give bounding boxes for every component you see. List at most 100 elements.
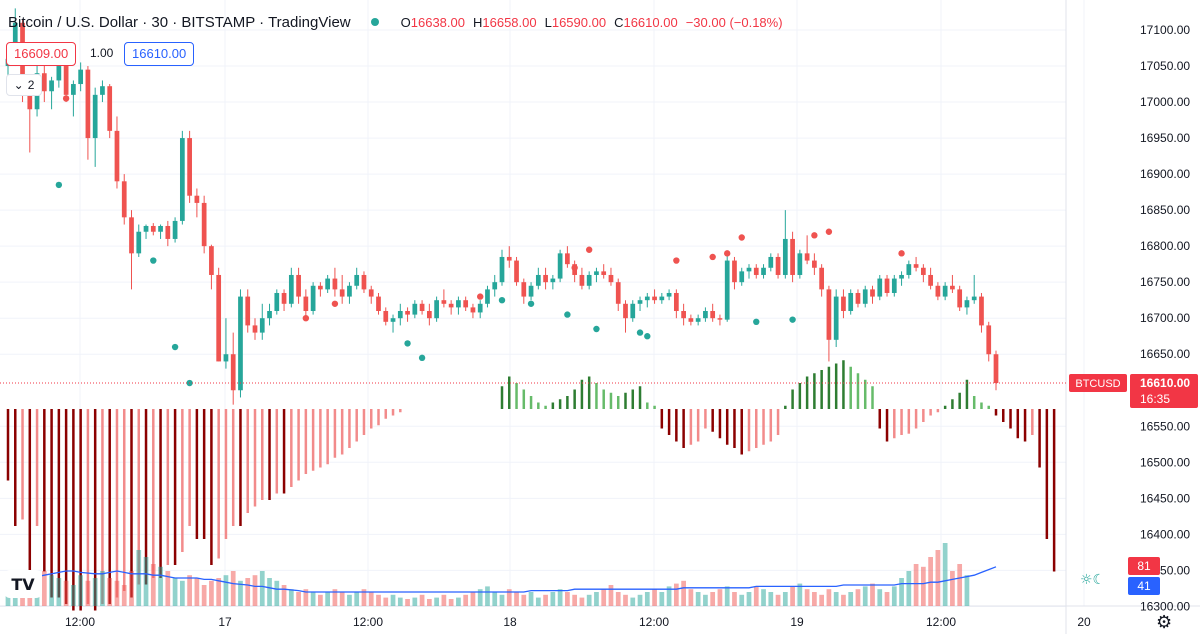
oscillator-bar <box>28 409 32 578</box>
oscillator-bar <box>646 402 649 409</box>
volume-bar <box>812 592 817 606</box>
volume-bar <box>63 580 69 606</box>
price-tick-label: 17000.00 <box>1140 95 1190 109</box>
signal-dot-up <box>564 311 571 318</box>
oscillator-bar <box>275 409 279 494</box>
oscillator-bar <box>544 405 547 409</box>
volume-bar <box>477 589 483 606</box>
oscillator-bar <box>72 409 75 611</box>
candle-body <box>448 303 454 308</box>
osc-label-b: 41 <box>1137 579 1151 593</box>
volume-bar <box>841 594 846 606</box>
oscillator-bar <box>675 409 678 442</box>
osc-label-a: 81 <box>1137 559 1151 573</box>
market-status-icon <box>370 18 379 26</box>
sell-price-button[interactable]: 16609.00 <box>6 42 77 66</box>
volume-bar <box>703 594 708 606</box>
candle-body <box>143 225 149 232</box>
oscillator-bar <box>980 402 983 409</box>
volume-bar <box>368 592 374 606</box>
volume-bar <box>790 586 795 606</box>
volume-bar <box>579 597 585 606</box>
candle-body <box>485 289 490 304</box>
symbol-title[interactable]: Bitcoin / U.S. Dollar · 30 · BITSTAMP · … <box>8 13 351 31</box>
oscillator-bar <box>922 409 925 422</box>
candle-body <box>673 292 679 311</box>
signal-dot-up <box>593 325 600 333</box>
volume-bar <box>535 597 541 606</box>
volume-bar <box>782 592 788 606</box>
signal-dot-down <box>673 257 680 264</box>
gear-icon[interactable]: ⚙ <box>1156 612 1173 633</box>
tradingview-logo-icon[interactable]: TV <box>4 570 42 598</box>
candle-body <box>565 253 570 265</box>
volume-bar <box>543 594 548 606</box>
oscillator-bar <box>50 409 53 598</box>
oscillator-bar <box>115 409 119 598</box>
volume-bar <box>426 599 432 606</box>
candle-body <box>579 274 585 286</box>
candle-body <box>790 238 795 275</box>
candle-body <box>100 86 105 95</box>
close-value: 16610.00 <box>623 14 678 30</box>
volume-bar <box>223 575 229 606</box>
volume-bar <box>419 594 425 606</box>
oscillator-bar <box>282 409 286 494</box>
candle-body <box>12 22 18 59</box>
candle-body <box>78 69 84 85</box>
candle-body <box>456 300 461 308</box>
candle-body <box>41 73 47 92</box>
candle-body <box>477 303 483 313</box>
ohlc-values: O16638.00 H16658.00 L16590.00 C16610.00 … <box>401 15 783 30</box>
buy-price-button[interactable]: 16610.00 <box>124 42 195 66</box>
price-tick-label: 16900.00 <box>1140 167 1190 181</box>
candle-body <box>804 253 810 261</box>
candle-body <box>288 274 294 304</box>
volume-bar <box>470 592 476 606</box>
indicators-toggle[interactable]: ⌄ 2 <box>6 74 42 96</box>
price-tick-label: 16850.00 <box>1140 203 1190 217</box>
volume-bar <box>710 592 716 606</box>
time-tick-label: 17 <box>218 615 232 629</box>
oscillator-bar <box>57 409 61 598</box>
volume-bar <box>485 586 490 606</box>
volume-bar <box>826 589 832 606</box>
candle-body <box>826 289 832 340</box>
volume-bar <box>434 597 439 606</box>
oscillator-bar <box>377 409 380 426</box>
candle-body <box>819 267 825 290</box>
volume-bar <box>637 594 643 606</box>
candle-body <box>303 296 309 311</box>
oscillator-bar <box>791 389 794 409</box>
countdown-value: 16:35 <box>1140 392 1170 406</box>
volume-bar <box>833 592 839 606</box>
price-tick-label: 16700.00 <box>1140 311 1190 325</box>
volume-bar <box>78 575 84 606</box>
oscillator-bar <box>972 396 976 409</box>
oscillator-bar <box>1023 409 1027 442</box>
candle-body <box>492 282 498 290</box>
candle-body <box>230 354 236 391</box>
volume-bar <box>129 571 134 606</box>
oscillator-bar <box>1038 409 1041 468</box>
volume-bar <box>143 557 149 606</box>
volume-bar <box>775 594 781 606</box>
oscillator-bar <box>152 409 155 578</box>
volume-bar <box>187 575 192 606</box>
low-label: L <box>544 14 552 30</box>
volume-bar <box>71 585 76 606</box>
oscillator-bar <box>290 409 293 487</box>
candle-body <box>623 303 628 319</box>
oscillator-bar <box>1016 409 1020 439</box>
candle-body <box>608 274 614 283</box>
candle-body <box>928 274 933 286</box>
candle-body <box>56 66 62 81</box>
sun-moon-icon[interactable]: ☼☾ <box>1080 572 1106 588</box>
price-tick-label: 17100.00 <box>1140 23 1190 37</box>
volume-bar <box>550 592 556 606</box>
volume-bar <box>303 589 309 606</box>
oscillator-bar <box>202 409 206 539</box>
volume-bar <box>935 550 941 606</box>
volume-bar <box>209 580 214 606</box>
